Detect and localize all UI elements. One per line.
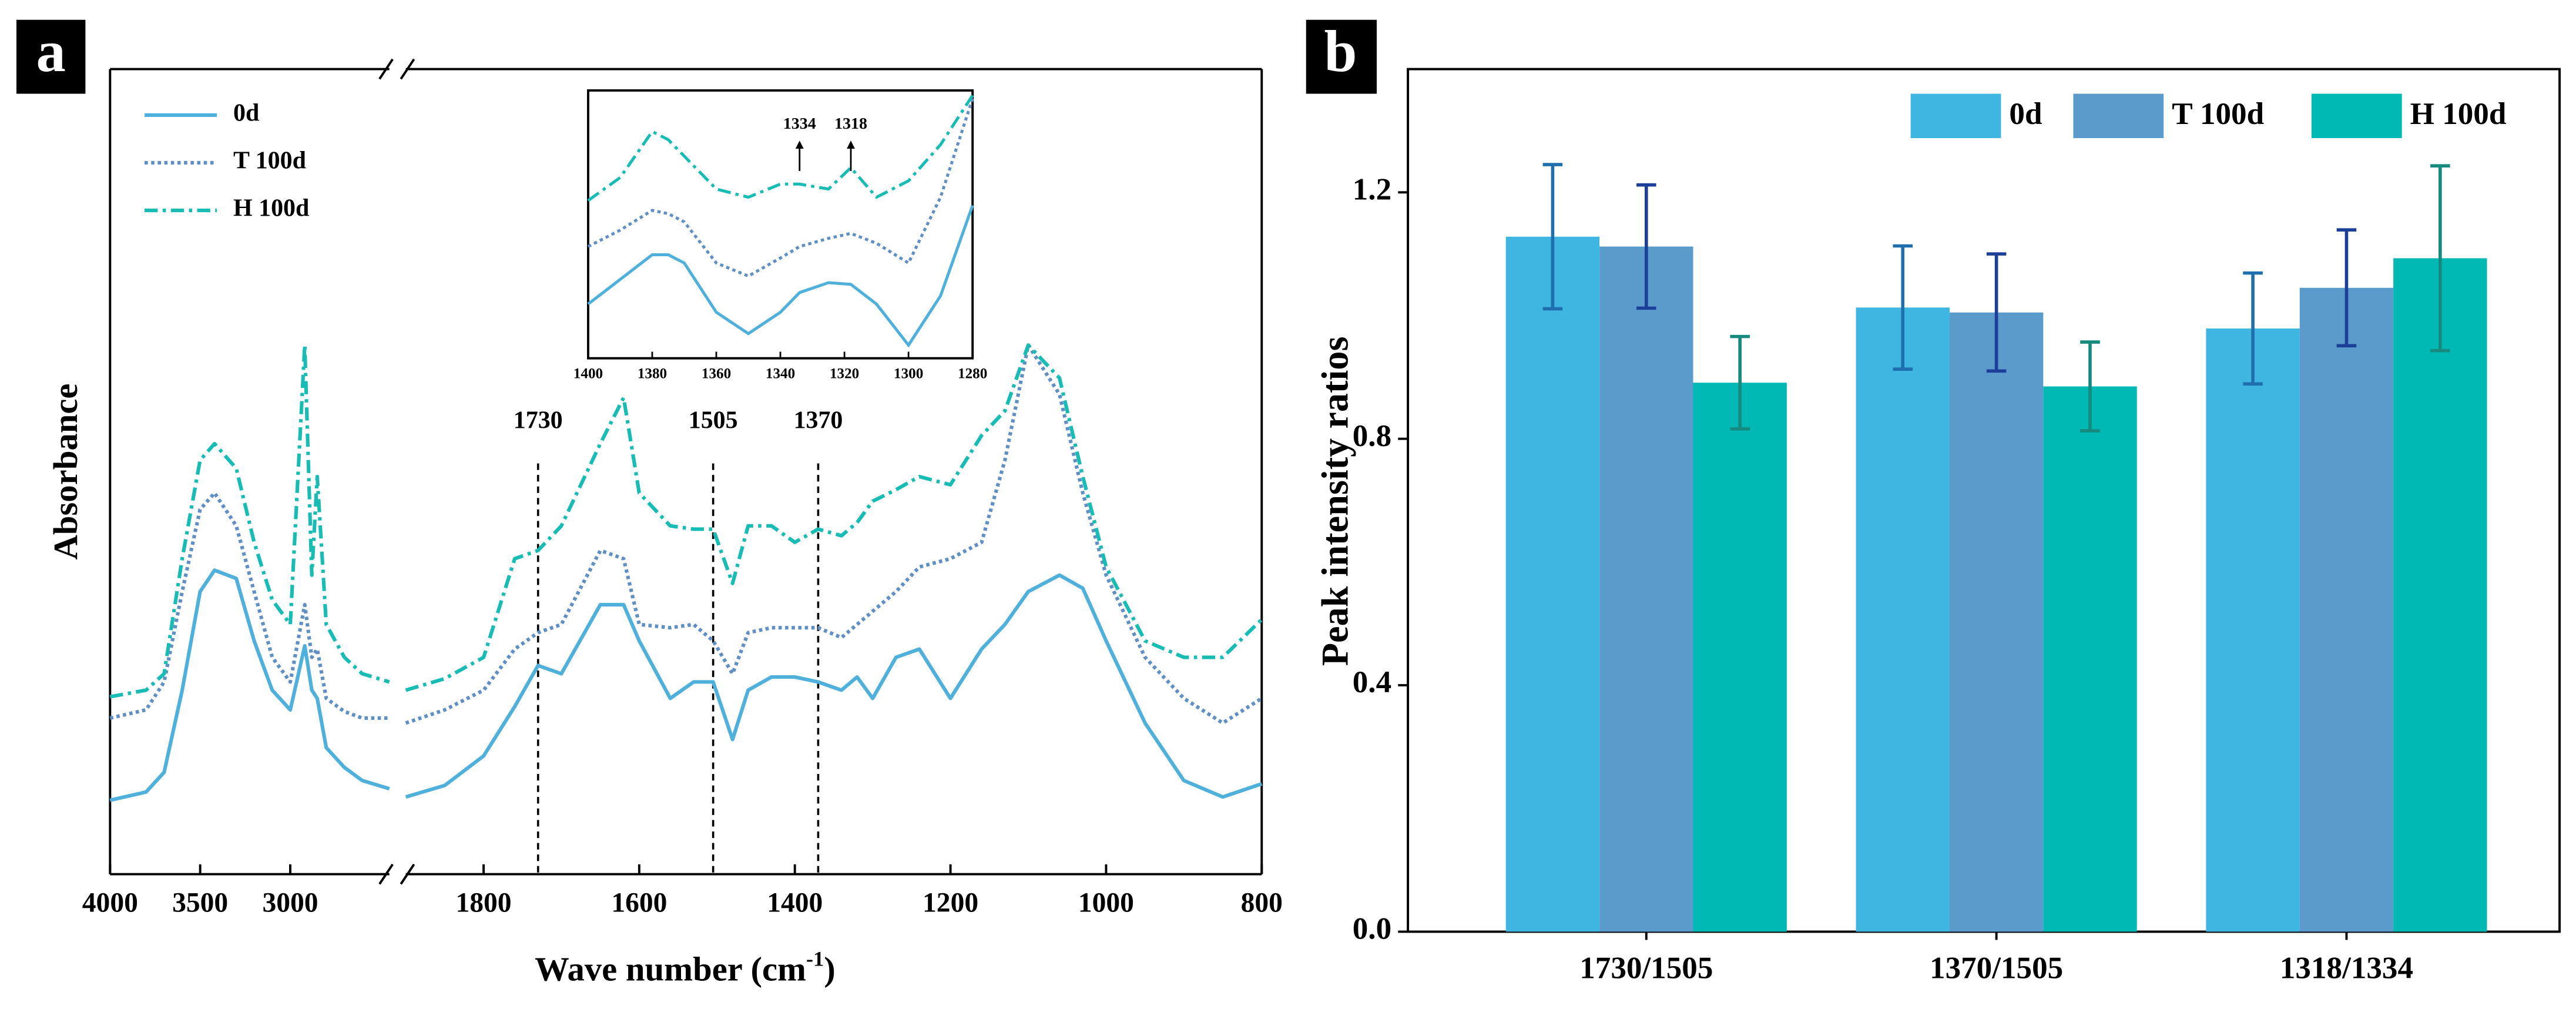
panel-a-frame <box>109 58 1263 885</box>
x-tick-label: 1730/1505 <box>1579 951 1713 985</box>
spectrum-line <box>109 343 1263 699</box>
error-bar <box>2336 228 2357 348</box>
x-tick-label: 4000 <box>82 888 138 919</box>
legend-label: T 100d <box>2172 97 2264 131</box>
x-tick-label: 1200 <box>923 888 978 919</box>
x-tick-label: 1600 <box>611 888 667 919</box>
legend-label: 0d <box>2009 97 2042 131</box>
x-axis-title: Wave number (cm-1) <box>535 947 836 988</box>
inset-x-tick-label: 1280 <box>958 366 987 381</box>
panel-letter: a <box>36 18 66 84</box>
reference-label: 1730 <box>514 407 563 434</box>
bar <box>2299 287 2394 932</box>
legend-label: H 100d <box>2410 97 2507 131</box>
x-tick-label: 1000 <box>1078 888 1134 919</box>
reference-label: 1505 <box>689 407 738 434</box>
error-bar <box>1636 183 1656 310</box>
inset-line <box>587 94 974 202</box>
inset-x-tick-label: 1300 <box>894 366 923 381</box>
x-tick-label: 1370/1505 <box>1930 951 2063 985</box>
y-tick-label: 0.0 <box>1353 912 1391 946</box>
error-bar <box>1986 252 2007 373</box>
y-tick-label: 1.2 <box>1353 172 1391 206</box>
superscript: -1 <box>806 947 824 971</box>
panel-letter: b <box>1324 18 1357 84</box>
error-bar <box>2430 164 2450 353</box>
error-bar <box>2243 271 2263 386</box>
legend-swatch <box>2073 93 2164 139</box>
x-tick-label: 1800 <box>456 888 512 919</box>
x-tick-label: 3500 <box>172 888 228 919</box>
inset-x-tick-label: 1320 <box>830 366 859 381</box>
bar <box>2043 386 2137 932</box>
inset-x-tick-label: 1400 <box>573 366 603 381</box>
y-axis-title: Absorbance <box>46 384 85 560</box>
inset-x-tick-label: 1360 <box>702 366 731 381</box>
inset-line <box>587 98 974 278</box>
inset-line <box>587 205 974 348</box>
reference-label: 1370 <box>794 407 843 434</box>
legend-label: 0d <box>233 99 259 126</box>
legend-swatch <box>1910 93 2001 139</box>
error-bar <box>1542 163 1563 311</box>
legend-swatch <box>2311 93 2402 139</box>
bar <box>2206 328 2300 932</box>
legend-label: T 100d <box>233 148 306 175</box>
inset-frame <box>586 89 974 360</box>
bar <box>1949 312 2044 932</box>
inset-annotation: 1334 <box>783 115 816 133</box>
x-tick-label: 1318/1334 <box>2280 951 2413 985</box>
bar <box>1505 236 1600 932</box>
panel-a-label: a <box>16 18 86 94</box>
spectrum-line <box>109 568 1263 802</box>
legend-label: H 100d <box>233 195 309 222</box>
inset-x-tick-label: 1380 <box>638 366 667 381</box>
error-bar <box>1730 334 1750 431</box>
bar <box>2393 258 2487 932</box>
error-bar <box>1893 244 1913 371</box>
x-axis-title-part: ) <box>824 950 836 988</box>
bar <box>1856 307 1950 932</box>
x-axis-title-part: Wave number (cm <box>535 950 806 988</box>
panel-b-label: b <box>1306 18 1377 94</box>
x-tick-label: 800 <box>1241 888 1283 919</box>
bar <box>1599 246 1693 932</box>
spectrum-line <box>109 343 1263 725</box>
error-bar <box>2080 340 2100 433</box>
bar <box>1693 383 1787 932</box>
y-tick-label: 0.4 <box>1353 665 1391 699</box>
inset-x-tick-label: 1340 <box>766 366 795 381</box>
x-tick-label: 3000 <box>262 888 318 919</box>
y-tick-label: 0.8 <box>1353 419 1391 453</box>
x-tick-label: 1400 <box>767 888 823 919</box>
inset-annotation: 1318 <box>834 115 867 133</box>
y-axis-title: Peak intensity ratios <box>1314 337 1356 666</box>
